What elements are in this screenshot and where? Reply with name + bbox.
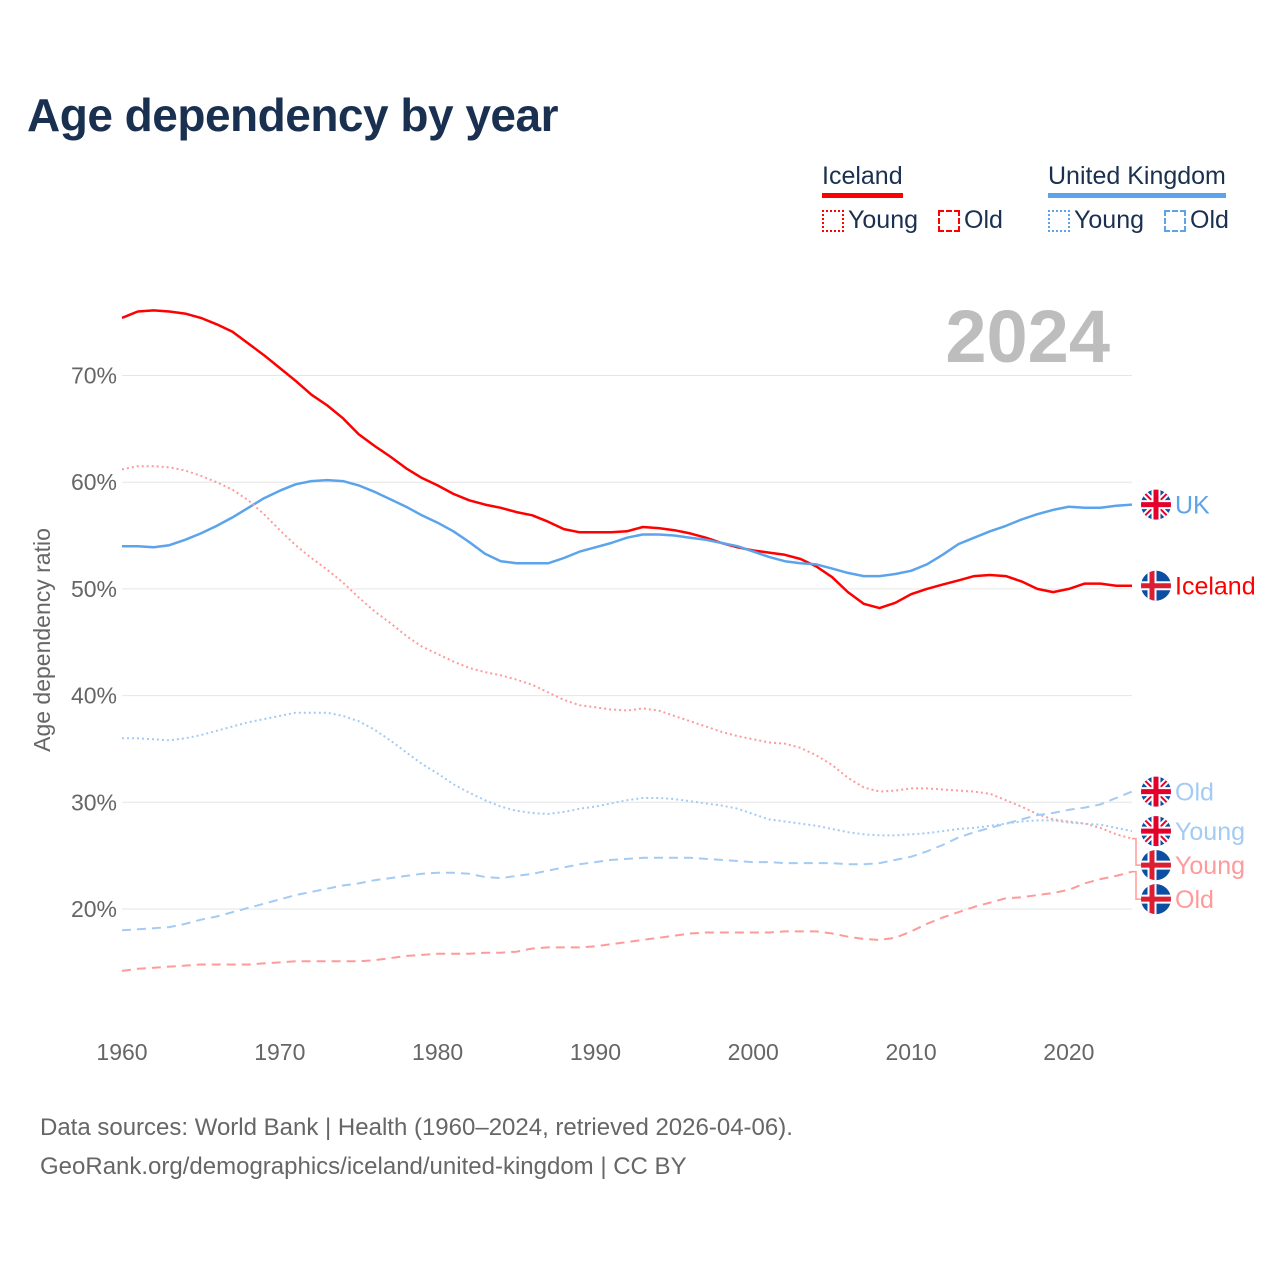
y-tick-label: 60% (71, 469, 117, 495)
series-line-iceland (121, 309, 1132, 610)
y-tick-label: 70% (71, 363, 117, 389)
label-connector (1132, 837, 1142, 866)
y-tick-label: 40% (71, 683, 117, 709)
dashed-swatch-icon (1164, 209, 1186, 232)
legend-label: Old (964, 206, 1003, 234)
x-tick-label: 1970 (254, 1039, 305, 1065)
legend-uk: United Kingdom Young Old (1048, 162, 1243, 235)
iceland-flag-icon (1141, 850, 1171, 881)
y-tick-label: 20% (71, 896, 117, 922)
source-note: Data sources: World Bank | Health (1960–… (40, 1108, 793, 1186)
uk-flag-icon (1141, 489, 1171, 520)
dotted-swatch-icon (822, 209, 844, 232)
end-label: Old (1175, 779, 1214, 807)
legend-iceland-title: Iceland (822, 162, 903, 198)
legend-label: Young (1074, 206, 1144, 234)
end-label: UK (1175, 492, 1210, 520)
flag-cross-red (1141, 816, 1171, 847)
end-label-flag (1141, 489, 1171, 520)
end-label: Iceland (1175, 573, 1256, 601)
x-tick-label: 2020 (1043, 1039, 1094, 1065)
series-line-iceland-young (121, 465, 1133, 840)
y-tick-label: 50% (71, 576, 117, 602)
x-tick-label: 1990 (570, 1039, 621, 1065)
source-line-1: Data sources: World Bank | Health (1960–… (40, 1114, 793, 1141)
x-tick-label: 1960 (96, 1039, 147, 1065)
series-line-united-kingdom-old (121, 790, 1133, 932)
legend-uk-young[interactable]: Young (1048, 206, 1144, 235)
dashed-swatch-icon (938, 209, 960, 232)
end-label-flag (1141, 850, 1171, 881)
flag-cross-red (1141, 884, 1171, 915)
end-label-flag (1141, 776, 1171, 807)
legend-label: Young (848, 206, 918, 234)
legend-iceland-old[interactable]: Old (938, 206, 1003, 235)
series-line-iceland-old (121, 870, 1133, 972)
flag-cross-red (1141, 570, 1171, 601)
legend-uk-old[interactable]: Old (1164, 206, 1229, 235)
series-line-united-kingdom (122, 478, 1133, 578)
end-label-flag (1141, 570, 1171, 601)
end-label: Young (1175, 818, 1245, 846)
x-tick-label: 1980 (412, 1039, 463, 1065)
series-line-united-kingdom-young (122, 711, 1133, 837)
dotted-swatch-icon (1048, 209, 1070, 232)
end-label-flag (1141, 816, 1171, 847)
legend-iceland: Iceland Young Old (822, 162, 1017, 235)
flag-cross-red (1141, 489, 1171, 520)
legend-iceland-young[interactable]: Young (822, 206, 918, 235)
legend-label: Old (1190, 206, 1229, 234)
uk-flag-icon (1141, 816, 1171, 847)
legend-uk-title: United Kingdom (1048, 162, 1226, 198)
year-watermark: 2024 (945, 295, 1110, 378)
x-tick-label: 2010 (885, 1039, 936, 1065)
end-label-flag (1141, 884, 1171, 915)
y-axis-label: Age dependency ratio (29, 528, 55, 752)
flag-cross-red (1141, 850, 1171, 881)
iceland-flag-icon (1141, 570, 1171, 601)
flag-cross-red (1141, 776, 1171, 807)
y-tick-label: 30% (71, 789, 117, 815)
uk-flag-icon (1141, 776, 1171, 807)
iceland-flag-icon (1141, 884, 1171, 915)
end-label: Young (1175, 852, 1245, 880)
chart-title: Age dependency by year (27, 89, 558, 141)
label-connector (1132, 870, 1142, 900)
x-tick-label: 2000 (728, 1039, 779, 1065)
source-line-2[interactable]: GeoRank.org/demographics/iceland/united-… (40, 1153, 687, 1180)
end-label: Old (1175, 886, 1214, 914)
